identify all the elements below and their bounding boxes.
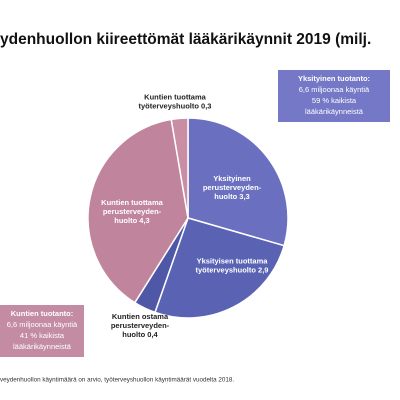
slice-label: Yksityinen perusterveyden-huolto 3,3 bbox=[203, 174, 262, 201]
slice-label: Kuntien tuottama perusterveyden-huolto 4,… bbox=[101, 198, 163, 225]
slice-label-line: huolto bbox=[114, 216, 139, 225]
pie-slice bbox=[154, 217, 286, 319]
slice-label-line: työterveyshuolto bbox=[196, 265, 259, 274]
slice-value-label: 4,3 bbox=[139, 216, 149, 225]
pie-slice bbox=[87, 118, 189, 304]
annotation-text: Yksityinen tuotanto: bbox=[298, 74, 370, 83]
annotation-text: lääkärikäynneistä bbox=[13, 342, 72, 351]
annotation-text: 6,6 miljoonaa käyntiä bbox=[7, 320, 78, 329]
annotation-text: Kuntien tuotanto: bbox=[11, 309, 73, 318]
slice-value-label: 3,3 bbox=[239, 192, 249, 201]
slice-label-line: huolto bbox=[122, 330, 147, 339]
slice-label: Kuntien tuottama työterveyshuolto 0,3 bbox=[139, 92, 212, 110]
slice-value-label: 0,4 bbox=[147, 330, 158, 339]
annotation-text: 41 % kaikista bbox=[20, 331, 65, 340]
slice-label-line: perusterveyden- bbox=[103, 207, 162, 216]
annotation-text: 59 % kaikista bbox=[312, 96, 357, 105]
slice-value-label: 2,9 bbox=[258, 265, 268, 274]
slice-label: Yksityisen tuottama työterveyshuolto 2,9 bbox=[196, 256, 269, 274]
pie-slice bbox=[170, 117, 189, 219]
slice-label-line: työterveyshuolto bbox=[139, 101, 202, 110]
slice-label-line: Yksityisen tuottama bbox=[197, 256, 269, 265]
slice-label: Kuntien ostama perusterveyden-huolto 0,4 bbox=[111, 312, 170, 339]
slice-label-line: perusterveyden- bbox=[203, 183, 262, 192]
chart-title: ydenhuollon kiireettömät lääkärikäynnit … bbox=[0, 31, 371, 48]
slice-label-line: Yksityinen bbox=[213, 174, 251, 183]
slice-label-line: Kuntien ostama bbox=[112, 312, 169, 321]
annotation-box bbox=[278, 70, 390, 122]
slice-label-line: perusterveyden- bbox=[111, 321, 170, 330]
annotation-box bbox=[0, 305, 84, 357]
slice-label-line: Kuntien tuottama bbox=[101, 198, 163, 207]
slice-label-line: Kuntien tuottama bbox=[144, 92, 206, 101]
slice-label-line: huolto bbox=[214, 192, 239, 201]
slice-value-label: 0,3 bbox=[201, 101, 211, 110]
annotation-text: 6,6 miljoonaa käyntiä bbox=[299, 85, 370, 94]
footnote: veydenhuollon käyntimäärä on arvio, työt… bbox=[0, 377, 234, 384]
pie-slice bbox=[187, 117, 289, 247]
annotation-text: lääkärikäynneistä bbox=[305, 107, 364, 116]
